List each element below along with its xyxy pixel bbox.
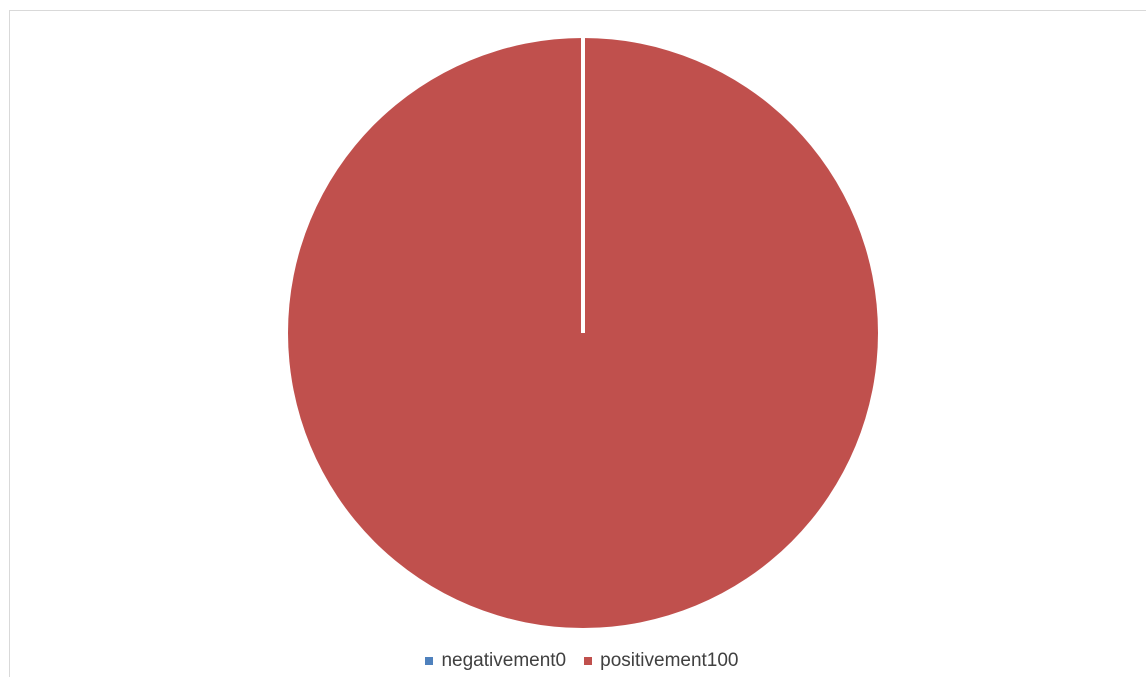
- legend-swatch-negativement: [425, 657, 434, 665]
- legend-item-negativement: negativement0: [425, 650, 566, 672]
- legend: negativement0 positivement100: [0, 650, 1146, 672]
- pie-slices: [288, 38, 878, 628]
- legend-label-negativement: negativement0: [441, 650, 567, 671]
- legend-item-positivement: positivement100: [584, 650, 739, 672]
- legend-swatch-positivement: [584, 657, 593, 665]
- legend-label-positivement: positivement100: [600, 650, 739, 671]
